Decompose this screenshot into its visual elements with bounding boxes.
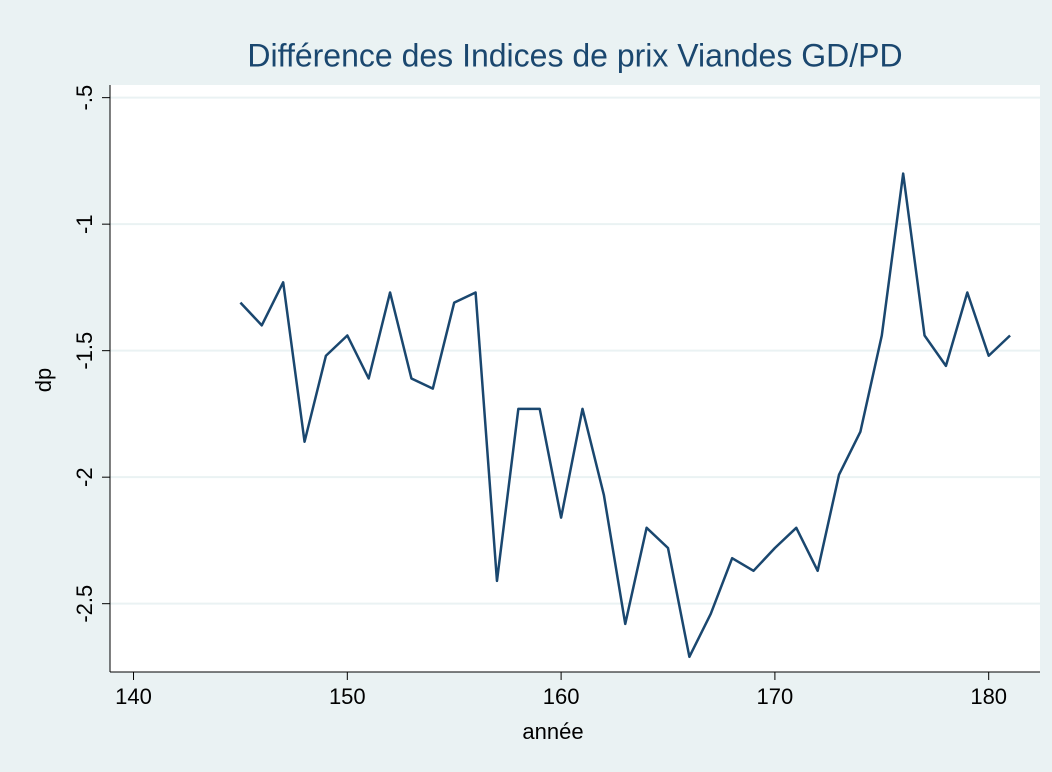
data-line (239, 172, 1011, 659)
x-tick-label: 180 (970, 684, 1007, 709)
y-tick-label: -1 (72, 214, 97, 234)
x-tick-label: 150 (329, 684, 366, 709)
chart-title: Différence des Indices de prix Viandes G… (247, 37, 902, 73)
plot-area (110, 85, 1040, 672)
x-axis-label: année (522, 719, 583, 744)
y-tick-label: -2.5 (72, 585, 97, 623)
x-tick-label: 160 (543, 684, 580, 709)
x-tick-label: 140 (115, 684, 152, 709)
x-tick-label: 170 (757, 684, 794, 709)
y-axis-label: dp (31, 368, 56, 392)
y-tick-label: -1.5 (72, 332, 97, 370)
y-tick-label: -2 (72, 467, 97, 487)
y-tick-label: -.5 (72, 85, 97, 111)
